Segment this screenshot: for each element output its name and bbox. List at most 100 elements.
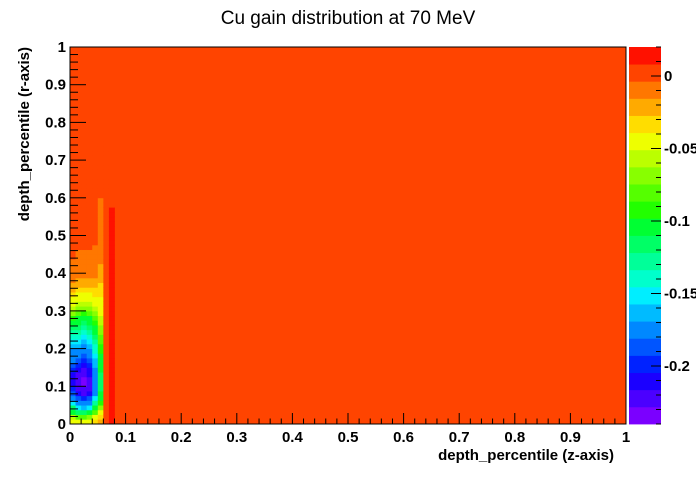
heatmap-cell: [75, 273, 82, 279]
heatmap-cell: [97, 164, 104, 170]
color-scale-segment: [629, 338, 661, 356]
heatmap-cell: [97, 419, 104, 425]
x-axis-ticks: 0 0.1 0.2 0.3 0.4 0.5 0.6 0.7 0.8 0.9 1: [66, 413, 630, 446]
heatmap-cell: [86, 273, 93, 279]
heatmap-cell: [75, 339, 82, 345]
heatmap-cell: [70, 320, 76, 326]
heatmap-cell: [92, 197, 99, 203]
heatmap-cell: [81, 405, 88, 411]
heatmap-cell: [97, 329, 104, 335]
heatmap-cell: [70, 178, 76, 185]
heatmap-cell: [97, 155, 104, 161]
heatmap-cell: [103, 226, 110, 232]
heatmap-cell: [86, 386, 93, 392]
heatmap-cell: [75, 155, 82, 161]
heatmap-cell: [81, 329, 88, 335]
heatmap-cell: [86, 339, 93, 345]
heatmap-cell: [70, 301, 76, 307]
color-scale-bar: [629, 47, 661, 425]
heatmap-cell: [92, 325, 99, 331]
heatmap-cell: [86, 178, 93, 185]
heatmap-cell: [103, 268, 110, 274]
heatmap-cell: [81, 325, 88, 331]
heatmap-cell: [75, 211, 82, 218]
heatmap-cell: [108, 292, 115, 298]
heatmap-cell: [81, 216, 88, 222]
y-tick-label: 0.2: [45, 341, 66, 358]
heatmap-cell: [86, 160, 93, 166]
heatmap-cell: [81, 358, 88, 364]
y-tick-label: 0: [58, 416, 66, 433]
heatmap-cell: [108, 226, 115, 232]
heatmap-cell: [75, 235, 82, 241]
heatmap-cell: [86, 164, 93, 170]
heatmap-cell: [70, 259, 76, 265]
heatmap-cell: [92, 155, 99, 161]
heatmap-cell: [92, 339, 99, 345]
y-axis-ticks: 0 0.1 0.2 0.3 0.4 0.5 0.6 0.7 0.8 0.9 1: [45, 39, 86, 433]
heatmap-cell: [108, 329, 115, 335]
heatmap-cell: [92, 254, 99, 260]
heatmap-cell: [108, 268, 115, 274]
heatmap-cell: [97, 348, 104, 354]
heatmap-cell: [92, 414, 99, 420]
heatmap-cell: [103, 202, 110, 208]
heatmap-cell: [103, 282, 110, 288]
heatmap-cell: [70, 325, 76, 331]
heatmap-cell: [97, 320, 104, 326]
heatmap-cell: [81, 226, 88, 232]
x-tick-label: 0.4: [282, 429, 304, 446]
heatmap-cell: [81, 339, 88, 345]
heatmap-cell: [97, 353, 104, 359]
heatmap-cell: [108, 249, 115, 255]
heatmap-cell: [75, 362, 82, 368]
heatmap-cell: [75, 193, 82, 199]
y-axis-label: depth_percentile (r-axis): [16, 47, 33, 221]
heatmap-cell: [75, 202, 82, 208]
heatmap-cell: [81, 277, 88, 284]
heatmap-cell: [75, 226, 82, 232]
heatmap-cell: [108, 263, 115, 269]
y-tick-label: 0.8: [45, 114, 66, 131]
heatmap-cell: [103, 216, 110, 222]
heatmap-cell: [70, 348, 76, 354]
heatmap-cell: [103, 287, 110, 293]
heatmap-cell: [81, 376, 88, 382]
heatmap-cell: [92, 409, 99, 415]
heatmap-cell: [97, 414, 104, 420]
heatmap-cell: [97, 325, 104, 331]
heatmap-cell: [75, 292, 82, 298]
heatmap-cell: [70, 282, 76, 288]
heatmap-cell: [103, 325, 110, 331]
heatmap-cell: [97, 178, 104, 185]
heatmap-cell: [108, 244, 115, 251]
heatmap-cell: [108, 287, 115, 293]
heatmap-cell: [97, 254, 104, 260]
heatmap-cell: [75, 301, 82, 307]
heatmap-cell: [81, 386, 88, 392]
heatmap-cell: [92, 315, 99, 321]
heatmap-cell: [75, 325, 82, 331]
heatmap-cell: [70, 292, 76, 298]
heatmap-cell: [108, 259, 115, 265]
heatmap-cell: [92, 178, 99, 185]
heatmap-cell: [108, 193, 115, 199]
heatmap-cell: [86, 358, 93, 364]
heatmap-cell: [86, 226, 93, 232]
heatmap-cell: [108, 188, 115, 194]
heatmap-cell: [92, 358, 99, 364]
heatmap-cell: [75, 376, 82, 382]
heatmap-cell: [86, 419, 93, 425]
color-scale-label: -0.1: [664, 213, 690, 230]
heatmap-cell: [75, 353, 82, 359]
heatmap-cell: [108, 400, 115, 406]
heatmap-cell: [70, 339, 76, 345]
heatmap-cell: [97, 405, 104, 411]
heatmap-cell: [92, 405, 99, 411]
heatmap-cell: [92, 268, 99, 274]
heatmap-cell: [97, 282, 104, 288]
heatmap-cell: [75, 160, 82, 166]
heatmap-cell: [75, 230, 82, 236]
heatmap-cell: [86, 381, 93, 387]
